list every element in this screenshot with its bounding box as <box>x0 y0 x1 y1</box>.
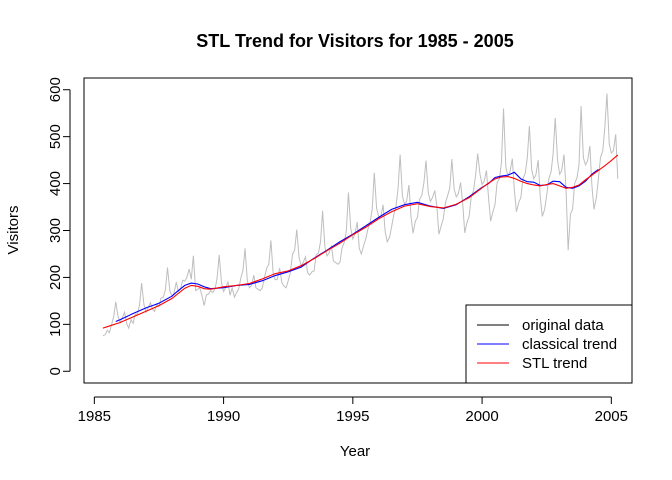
series-line-STL-trend <box>102 154 619 329</box>
y-tick-label: 100 <box>47 312 64 337</box>
series-line-classical-trend <box>115 169 599 323</box>
x-tick-label: 1990 <box>207 408 240 425</box>
x-axis-label: Year <box>340 443 370 460</box>
y-tick-label: 200 <box>47 265 64 290</box>
x-tick-label: 1985 <box>78 408 111 425</box>
y-tick-label: 300 <box>47 218 64 243</box>
x-tick-label: 2000 <box>465 408 498 425</box>
legend-label: STL trend <box>522 355 587 372</box>
plot-area <box>102 93 619 337</box>
legend: original data classical trend STL trend <box>465 304 633 384</box>
y-tick-label: 600 <box>47 77 64 102</box>
y-tick-label: 500 <box>47 124 64 149</box>
chart-title: STL Trend for Visitors for 1985 - 2005 <box>196 31 513 51</box>
y-axis-label: Visitors <box>5 206 22 255</box>
series-line-original-data <box>102 93 619 337</box>
plot-frame <box>83 77 633 384</box>
axes: 1985 1990 1995 2000 2005 0 100 200 300 400 500 600 <box>47 77 633 425</box>
y-tick-label: 400 <box>47 171 64 196</box>
x-tick-label: 2005 <box>595 408 628 425</box>
y-tick-label: 0 <box>47 367 64 375</box>
x-tick-label: 1995 <box>336 408 369 425</box>
legend-label: original data <box>522 317 604 334</box>
legend-label: classical trend <box>522 336 617 353</box>
